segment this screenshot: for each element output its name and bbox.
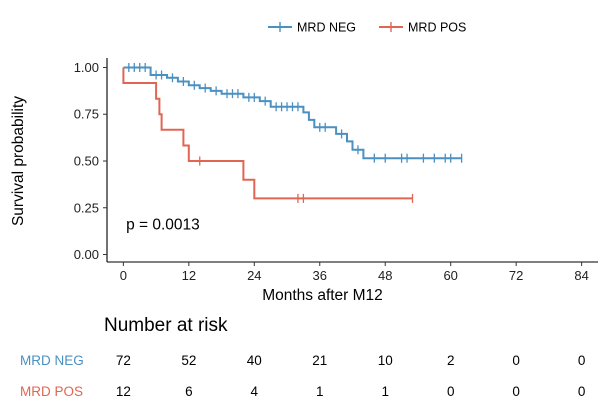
x-axis-title: Months after M12	[262, 287, 383, 304]
curve-mrd-neg	[123, 66, 462, 160]
risk-cell: 0	[578, 353, 586, 368]
x-tick-label: 0	[120, 268, 127, 283]
p-value-annotation: p = 0.0013	[126, 216, 200, 233]
y-tick-label: 0.25	[74, 200, 99, 215]
x-tick-label: 48	[378, 268, 392, 283]
y-tick-label: 0.50	[74, 154, 99, 169]
risk-cell: 0	[512, 384, 520, 399]
risk-cell: 52	[181, 353, 196, 368]
risk-cell: 1	[381, 384, 389, 399]
risk-cell: 10	[378, 353, 393, 368]
risk-cell: 40	[247, 353, 262, 368]
axes: 0.00 0.25 0.50 0.75 1.00 0 12 24 36 48 60 72 84	[74, 58, 598, 283]
risk-cell: 0	[447, 384, 455, 399]
risk-cell: 4	[251, 384, 259, 399]
risk-row-label: MRD POS	[20, 384, 83, 399]
y-tick-label: 0.00	[74, 247, 99, 262]
legend-label: MRD POS	[408, 21, 466, 35]
risk-cell: 12	[116, 384, 131, 399]
risk-cell: 0	[512, 353, 520, 368]
risk-cell: 0	[578, 384, 586, 399]
curve-mrd-pos	[122, 67, 413, 200]
plot-area: 0.00 0.25 0.50 0.75 1.00 0 12 24 36 48 60 72 84 p = …	[74, 58, 598, 283]
legend-label: MRD NEG	[297, 21, 356, 35]
x-tick-label: 12	[182, 268, 196, 283]
risk-table-title: Number at risk	[104, 315, 228, 336]
risk-cell: 72	[116, 353, 131, 368]
y-tick-label: 0.75	[74, 107, 99, 122]
y-axis-title: Survival probability	[10, 96, 27, 226]
y-tick-label: 1.00	[74, 60, 99, 75]
risk-cell: 1	[316, 384, 324, 399]
risk-cell: 6	[185, 384, 193, 399]
censor-marks	[128, 62, 463, 203]
x-tick-label: 60	[443, 268, 457, 283]
x-tick-label: 24	[247, 268, 261, 283]
risk-row-label: MRD NEG	[20, 353, 84, 368]
survival-curves	[122, 66, 462, 200]
x-tick-label: 84	[574, 268, 588, 283]
x-tick-label: 36	[313, 268, 327, 283]
x-tick-label: 72	[509, 268, 523, 283]
risk-cell: 2	[447, 353, 455, 368]
legend: MRD NEG MRD POS	[268, 21, 466, 35]
risk-cell: 21	[312, 353, 327, 368]
